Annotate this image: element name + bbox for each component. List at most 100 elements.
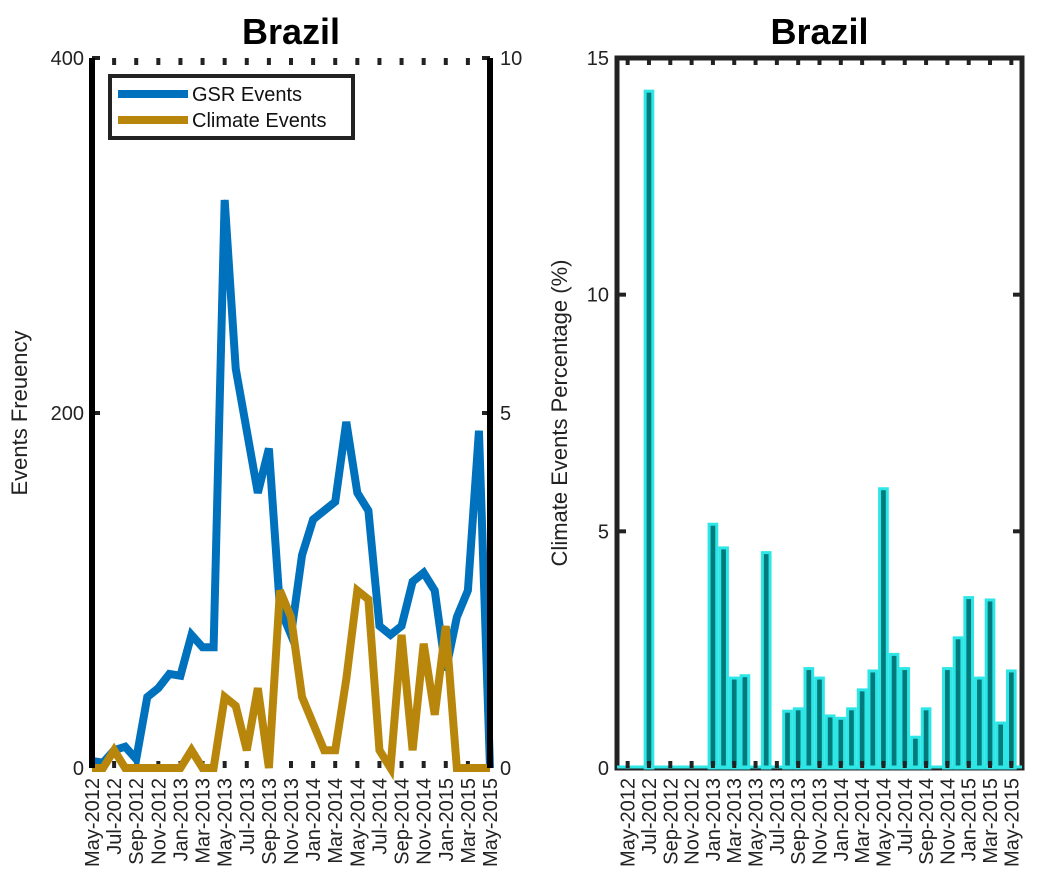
right-x-tick-label: Mar-2015 xyxy=(980,778,1002,864)
bar-feb-2013 xyxy=(718,546,729,770)
series-point xyxy=(423,643,425,645)
bar-jan-2015 xyxy=(963,596,975,770)
right-x-tick-label: Jul-2013 xyxy=(767,778,789,855)
bar-mar-2014 xyxy=(856,688,868,770)
right-y-tick-label: 10 xyxy=(587,285,609,307)
left-y-axis-label: Events Freuency xyxy=(7,330,32,495)
series-point xyxy=(268,448,270,449)
series-point xyxy=(390,634,391,636)
bar-may-2015 xyxy=(1006,669,1017,770)
series-point xyxy=(456,616,458,618)
series-point xyxy=(202,767,204,769)
left-x-tick-label: Jul-2014 xyxy=(369,778,391,855)
series-point xyxy=(367,598,369,600)
bar-apr-2015 xyxy=(995,721,1007,770)
right-x-tick-label: Sep-2014 xyxy=(916,778,938,865)
series-point xyxy=(113,749,115,751)
series-point xyxy=(356,492,358,494)
series-point xyxy=(235,368,237,370)
series-point xyxy=(168,767,170,769)
right-x-tick-label: May-2015 xyxy=(1001,778,1023,867)
right-chart: Brazil Climate Events Percentage (%) 0 5 10 1… xyxy=(547,11,1025,867)
series-point xyxy=(168,673,170,675)
series-point xyxy=(312,723,314,725)
bar-dec-2013 xyxy=(824,714,836,770)
series-point xyxy=(467,590,469,591)
bar-jan-2013 xyxy=(707,522,719,770)
right-chart-title: Brazil xyxy=(770,11,868,52)
left-x-tick-label: Mar-2014 xyxy=(325,778,347,864)
series-point xyxy=(367,510,369,512)
series-point xyxy=(456,767,458,769)
series-point xyxy=(478,430,480,432)
series-point xyxy=(102,767,104,769)
series-point xyxy=(257,492,259,494)
bar-mar-2015 xyxy=(984,598,996,770)
left-x-tick-label: May-2014 xyxy=(347,778,369,867)
left-x-tick-label: Jan-2014 xyxy=(303,778,325,861)
bar-dec-2014 xyxy=(952,636,964,770)
bar-sep-2013 xyxy=(792,707,804,770)
series-point xyxy=(356,590,358,591)
series-point xyxy=(478,767,480,769)
bar-mar-2013 xyxy=(728,676,740,770)
series-point xyxy=(179,767,181,769)
series-point xyxy=(124,746,126,748)
series-point xyxy=(191,749,192,751)
left-x-tick-label: May-2015 xyxy=(480,778,502,867)
bar-feb-2015 xyxy=(974,676,985,770)
series-point xyxy=(334,501,336,503)
bar-jun-2013 xyxy=(760,551,772,770)
series-point xyxy=(202,646,204,648)
series-point xyxy=(235,705,237,707)
series-point xyxy=(323,749,325,751)
legend-label: Climate Events xyxy=(192,110,327,132)
series-point xyxy=(157,767,159,769)
left-x-tick-label: Sep-2012 xyxy=(126,778,148,865)
series-point xyxy=(445,625,447,627)
series-point xyxy=(434,590,436,591)
left-x-tick-label: May-2012 xyxy=(82,778,104,867)
bar-nov-2013 xyxy=(814,676,825,770)
series-point xyxy=(312,519,314,520)
series-point xyxy=(423,572,425,574)
bar-may-2014 xyxy=(878,487,889,770)
series-point xyxy=(146,767,148,769)
legend-box xyxy=(108,74,355,140)
right-y-tick-label: 5 xyxy=(598,521,609,543)
bar-feb-2014 xyxy=(846,707,857,770)
series-point xyxy=(290,616,292,618)
right-x-tick-label: Jan-2015 xyxy=(959,778,981,861)
series-point xyxy=(146,696,148,698)
series-point xyxy=(467,767,469,769)
right-x-tick-label: Jul-2012 xyxy=(639,778,661,855)
series-point xyxy=(279,590,281,591)
left-x-tick-label: Nov-2013 xyxy=(281,778,303,865)
left-x-tick-label: Jan-2015 xyxy=(436,778,458,861)
series-point xyxy=(179,675,181,677)
right-x-tick-label: Jan-2014 xyxy=(831,778,853,861)
bar-nov-2014 xyxy=(942,667,953,770)
series-point xyxy=(246,749,248,751)
series-point xyxy=(301,554,303,556)
series-point xyxy=(401,625,403,627)
left-y-tick-label: 400 xyxy=(51,48,84,70)
series-point xyxy=(345,421,347,423)
series-point xyxy=(213,767,215,769)
bar-apr-2013 xyxy=(739,674,751,770)
right-x-tick-label: Jul-2014 xyxy=(895,778,917,855)
bar-sep-2014 xyxy=(920,707,932,770)
left-x-tick-label: Nov-2012 xyxy=(148,778,170,865)
right-x-tick-label: Mar-2013 xyxy=(724,778,746,864)
series-point xyxy=(268,767,270,769)
right-y-tick-label: 10 xyxy=(500,48,522,70)
bar-aug-2013 xyxy=(782,709,793,770)
series-point xyxy=(378,625,380,627)
bar-jul-2014 xyxy=(899,667,911,770)
right-y-tick-label: 0 xyxy=(500,758,511,780)
left-x-tick-label: May-2013 xyxy=(215,778,237,867)
right-x-tick-label: Jan-2013 xyxy=(703,778,725,861)
bar-oct-2013 xyxy=(803,667,815,770)
left-x-tick-label: Sep-2013 xyxy=(259,778,281,865)
series-point xyxy=(345,678,347,680)
